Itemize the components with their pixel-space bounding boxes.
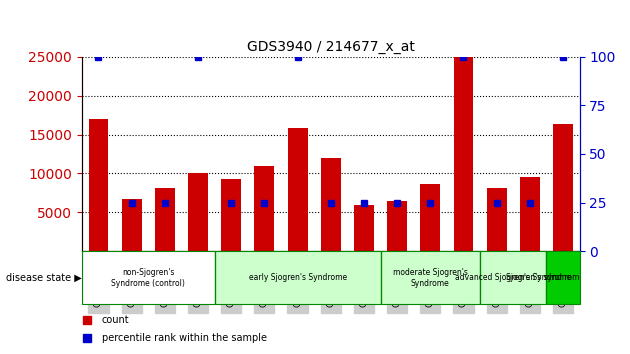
- Bar: [553, 124, 573, 251]
- Text: disease state ▶: disease state ▶: [6, 273, 82, 283]
- Bar: [255, 166, 274, 251]
- FancyBboxPatch shape: [215, 251, 381, 304]
- Bar: [89, 119, 108, 251]
- Text: advanced Sjogren's Syndrome: advanced Sjogren's Syndrome: [455, 273, 571, 282]
- Bar: [520, 177, 540, 251]
- Text: Sjogren's synd rome (control): Sjogren's synd rome (control): [507, 273, 619, 282]
- Bar: [188, 173, 208, 251]
- Bar: [288, 128, 307, 251]
- Bar: [221, 179, 241, 251]
- Bar: [487, 188, 507, 251]
- FancyBboxPatch shape: [480, 251, 546, 304]
- Text: early Sjogren's Syndrome: early Sjogren's Syndrome: [248, 273, 346, 282]
- Title: GDS3940 / 214677_x_at: GDS3940 / 214677_x_at: [247, 40, 415, 54]
- Bar: [387, 201, 407, 251]
- Bar: [122, 199, 142, 251]
- FancyBboxPatch shape: [546, 251, 580, 304]
- FancyBboxPatch shape: [381, 251, 480, 304]
- Bar: [354, 205, 374, 251]
- FancyBboxPatch shape: [82, 251, 215, 304]
- Text: non-Sjogren's
Syndrome (control): non-Sjogren's Syndrome (control): [112, 268, 185, 287]
- Bar: [454, 57, 473, 251]
- Bar: [155, 188, 175, 251]
- Bar: [321, 158, 341, 251]
- Text: count: count: [102, 315, 129, 325]
- Text: moderate Sjogren's
Syndrome: moderate Sjogren's Syndrome: [393, 268, 467, 287]
- Text: percentile rank within the sample: percentile rank within the sample: [102, 333, 267, 343]
- Bar: [420, 184, 440, 251]
